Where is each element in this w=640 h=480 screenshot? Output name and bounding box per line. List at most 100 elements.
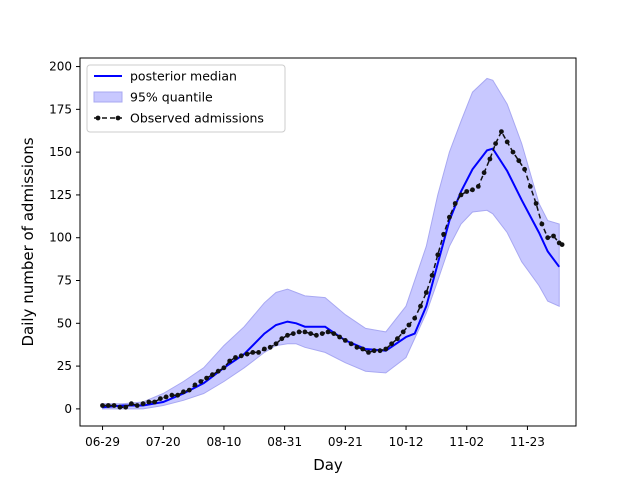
legend-label: 95% quantile (130, 90, 213, 105)
y-tick-label: 25 (57, 359, 72, 373)
legend-observed-marker (95, 115, 101, 121)
observed-point (366, 350, 371, 355)
observed-point (285, 332, 290, 338)
observed-point (192, 382, 198, 388)
observed-point (169, 392, 175, 398)
observed-point (105, 403, 111, 408)
observed-point (186, 387, 192, 393)
observed-point (134, 403, 140, 408)
observed-point (559, 242, 565, 248)
observed-point (447, 214, 452, 220)
x-tick-label: 11-23 (510, 435, 545, 449)
observed-point (539, 221, 545, 227)
observed-point (314, 332, 319, 338)
observed-point (400, 329, 406, 335)
median-line-layer (102, 147, 561, 409)
observed-point (181, 389, 186, 395)
observed-point (493, 141, 498, 147)
observed-point (158, 396, 163, 401)
observed-point (470, 187, 475, 193)
observed-point (100, 403, 105, 408)
observed-point (319, 331, 325, 336)
observed-layer (100, 129, 565, 410)
x-tick-label: 07-20 (146, 435, 181, 449)
observed-point (545, 235, 551, 241)
observed-point (290, 331, 296, 336)
x-tick-label: 10-12 (389, 435, 424, 449)
observed-point (227, 358, 233, 364)
legend: posterior median 95% quantile Observed adm… (86, 64, 286, 133)
legend-label: posterior median (130, 69, 237, 84)
observed-point (499, 129, 504, 135)
observed-point (337, 334, 342, 340)
observed-point (111, 403, 117, 408)
observed-point (129, 401, 134, 407)
y-tick-label: 125 (49, 188, 72, 202)
observed-point (146, 399, 152, 405)
observed-point (342, 338, 348, 343)
observed-point (348, 341, 354, 347)
observed-point (522, 166, 527, 172)
observed-point (551, 233, 556, 239)
x-axis-label: Day (313, 456, 343, 474)
observed-point (198, 379, 204, 384)
y-tick-label: 200 (49, 60, 72, 74)
observed-point (221, 365, 227, 371)
observed-point (418, 303, 423, 309)
y-tick-label: 50 (57, 316, 72, 330)
x-tick-label: 08-31 (267, 435, 302, 449)
observed-point (487, 156, 493, 162)
y-tick-label: 75 (57, 274, 72, 288)
observed-point (244, 351, 250, 357)
observed-point (215, 368, 221, 374)
y-tick-label: 175 (49, 102, 72, 116)
observed-point (533, 201, 539, 206)
observed-point (279, 336, 285, 342)
observed-point (308, 331, 314, 336)
observed-point (238, 353, 244, 359)
median-line (102, 147, 561, 409)
observed-point (527, 184, 533, 189)
observed-point (331, 331, 337, 336)
observed-point (360, 346, 366, 352)
observed-point (123, 404, 129, 410)
observed-point (273, 341, 279, 347)
observed-point (464, 189, 470, 194)
legend-observed-marker (115, 115, 121, 121)
observed-point (452, 201, 458, 206)
x-tick-label: 08-10 (207, 435, 242, 449)
observed-point (429, 273, 435, 278)
observed-point (250, 350, 256, 355)
observed-point (377, 348, 383, 354)
observed-point (481, 170, 487, 176)
observed-point (383, 346, 389, 352)
observed-point (204, 375, 210, 381)
observed-point (117, 404, 123, 410)
y-axis: 0 25 50 75 100 125 150 175 200 (49, 60, 80, 416)
observed-point (412, 315, 418, 321)
observed-point (354, 344, 360, 350)
observed-point (371, 348, 377, 354)
observed-point (233, 355, 238, 360)
x-tick-label: 09-21 (328, 435, 363, 449)
observed-point (256, 350, 261, 355)
observed-point (267, 344, 273, 350)
observed-point (210, 372, 215, 378)
y-tick-label: 100 (49, 231, 72, 245)
observed-point (441, 231, 446, 237)
observed-point (475, 184, 481, 189)
y-tick-label: 0 (64, 402, 72, 416)
x-tick-label: 06-29 (85, 435, 120, 449)
legend-label: Observed admissions (130, 111, 264, 126)
observed-point (140, 401, 146, 407)
observed-point (296, 329, 302, 335)
observed-point (423, 290, 429, 295)
observed-point (406, 322, 412, 328)
legend-band-swatch (93, 91, 123, 103)
observed-point (435, 252, 441, 258)
observed-point (458, 192, 464, 198)
observed-point (152, 399, 158, 405)
observed-point (510, 149, 516, 155)
legend-box (86, 64, 286, 133)
